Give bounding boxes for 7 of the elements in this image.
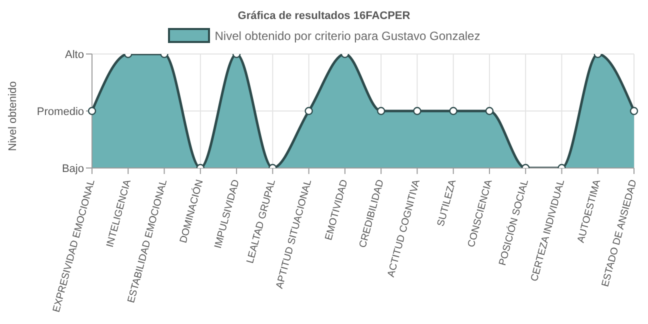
legend-label: Nivel obtenido por criterio para Gustavo Gonzalez <box>214 28 480 43</box>
text: Promedio <box>36 106 84 118</box>
text: Alto <box>65 48 84 61</box>
y-axis-title: Nivel obtenido <box>6 81 19 151</box>
text: Bajo <box>62 162 84 175</box>
x-tick-label: LEALTAD GRUPAL <box>245 178 278 265</box>
chart-title: Gráfica de resultados 16FACPER <box>236 9 412 24</box>
